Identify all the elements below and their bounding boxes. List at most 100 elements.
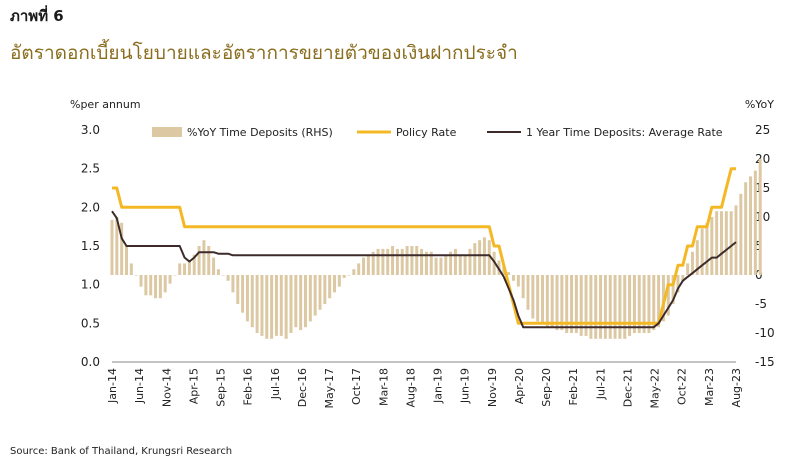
legend-label-deposit: 1 Year Time Deposits: Average Rate bbox=[526, 126, 723, 139]
yoy-bar bbox=[545, 275, 549, 328]
yoy-bar bbox=[434, 257, 438, 275]
x-tick-label: Jan-14 bbox=[106, 368, 119, 404]
yoy-bar bbox=[758, 159, 762, 275]
yoy-bar bbox=[163, 275, 167, 293]
yoy-bar bbox=[391, 246, 395, 275]
yoy-bar bbox=[623, 275, 627, 339]
x-tick-label: Mar-18 bbox=[377, 368, 390, 406]
yoy-bar bbox=[753, 170, 757, 275]
yoy-bar bbox=[700, 228, 704, 275]
yoy-bar bbox=[284, 275, 288, 339]
yoy-bar bbox=[400, 248, 404, 275]
yoy-bar bbox=[313, 275, 317, 316]
yoy-bar bbox=[337, 275, 341, 287]
yoy-bar bbox=[381, 248, 385, 275]
yoy-bar bbox=[110, 219, 114, 275]
right-tick-label: -10 bbox=[755, 326, 775, 340]
yoy-bar bbox=[192, 254, 196, 275]
yoy-bar bbox=[183, 263, 187, 275]
yoy-bar bbox=[608, 275, 612, 339]
yoy-bar bbox=[212, 257, 216, 275]
x-tick-label: Oct-17 bbox=[350, 368, 363, 405]
x-tick-label: Dec-16 bbox=[296, 368, 309, 407]
x-tick-label: Sep-15 bbox=[215, 368, 228, 407]
yoy-bar bbox=[666, 275, 670, 316]
yoy-bar bbox=[216, 269, 220, 275]
x-tick-label: Feb-21 bbox=[567, 368, 580, 405]
yoy-bar bbox=[744, 182, 748, 275]
yoy-bar bbox=[333, 275, 337, 293]
yoy-bar bbox=[308, 275, 312, 322]
yoy-bar bbox=[628, 275, 632, 336]
yoy-bar bbox=[541, 275, 545, 325]
left-axis-label: %per annum bbox=[70, 98, 141, 111]
yoy-bar bbox=[511, 275, 515, 281]
yoy-bar bbox=[695, 240, 699, 275]
yoy-bar bbox=[187, 260, 191, 275]
yoy-bar bbox=[347, 275, 351, 276]
yoy-bar bbox=[463, 254, 467, 275]
yoy-bar bbox=[565, 275, 569, 333]
yoy-bar bbox=[386, 248, 390, 275]
yoy-bar bbox=[526, 275, 530, 310]
yoy-bar bbox=[715, 211, 719, 275]
yoy-bar bbox=[318, 275, 322, 310]
x-tick-label: Jul-16 bbox=[269, 368, 282, 400]
left-tick-label: 0.5 bbox=[81, 316, 100, 330]
x-tick-label: Aug-18 bbox=[404, 368, 417, 407]
yoy-bar bbox=[657, 275, 661, 328]
x-tick-label: Jun-19 bbox=[459, 368, 472, 404]
yoy-bar bbox=[144, 275, 148, 296]
yoy-bar bbox=[125, 246, 129, 275]
yoy-bar bbox=[241, 275, 245, 313]
yoy-bar bbox=[129, 263, 133, 275]
yoy-bar bbox=[139, 275, 143, 287]
yoy-bar bbox=[637, 275, 641, 333]
yoy-bar bbox=[226, 275, 230, 281]
policy-rate-line bbox=[112, 167, 736, 325]
x-tick-label: Aug-23 bbox=[730, 368, 743, 407]
yoy-bar bbox=[555, 275, 559, 331]
yoy-bar bbox=[168, 275, 172, 284]
yoy-bar bbox=[366, 254, 370, 275]
yoy-bar bbox=[560, 275, 564, 331]
yoy-bar bbox=[154, 275, 158, 299]
right-tick-label: 15 bbox=[755, 181, 770, 195]
chart-title: อัตราดอกเบี้ยนโยบายและอัตราการขยายตัวของ… bbox=[10, 42, 518, 64]
left-tick-label: 0.0 bbox=[81, 355, 100, 369]
source-note: Source: Bank of Thailand, Krungsri Resea… bbox=[10, 446, 233, 457]
yoy-bar bbox=[729, 211, 733, 275]
yoy-bar bbox=[134, 275, 138, 276]
yoy-bar bbox=[705, 222, 709, 275]
yoy-bar bbox=[749, 176, 753, 275]
yoy-bar bbox=[574, 275, 578, 333]
yoy-bar bbox=[618, 275, 622, 339]
yoy-bar bbox=[265, 275, 269, 339]
legend-label-bars: %YoY Time Deposits (RHS) bbox=[187, 126, 333, 139]
yoy-bar bbox=[671, 275, 675, 304]
yoy-bar bbox=[221, 275, 225, 276]
figure-label: ภาพที่ 6 bbox=[10, 7, 64, 25]
yoy-bar bbox=[439, 257, 443, 275]
yoy-bar bbox=[719, 211, 723, 275]
yoy-bar bbox=[173, 275, 177, 276]
yoy-bar bbox=[599, 275, 603, 339]
x-tick-label: Jun-14 bbox=[133, 368, 146, 404]
right-tick-label: 25 bbox=[755, 123, 770, 137]
yoy-bar bbox=[449, 251, 453, 275]
yoy-bar bbox=[236, 275, 240, 304]
left-tick-label: 2.5 bbox=[81, 162, 100, 176]
yoy-bar bbox=[202, 240, 206, 275]
x-tick-label: Dec-21 bbox=[621, 368, 634, 407]
left-tick-label: 1.0 bbox=[81, 278, 100, 292]
yoy-bar bbox=[516, 275, 520, 287]
yoy-bar bbox=[255, 275, 259, 333]
yoy-bar bbox=[531, 275, 535, 319]
left-tick-label: 3.0 bbox=[81, 123, 100, 137]
yoy-bar bbox=[632, 275, 636, 333]
x-tick-label: Jan-19 bbox=[432, 368, 445, 404]
yoy-bar bbox=[405, 246, 409, 275]
x-tick-label: Nov-19 bbox=[486, 368, 499, 407]
x-tick-label: Sep-20 bbox=[540, 368, 553, 407]
